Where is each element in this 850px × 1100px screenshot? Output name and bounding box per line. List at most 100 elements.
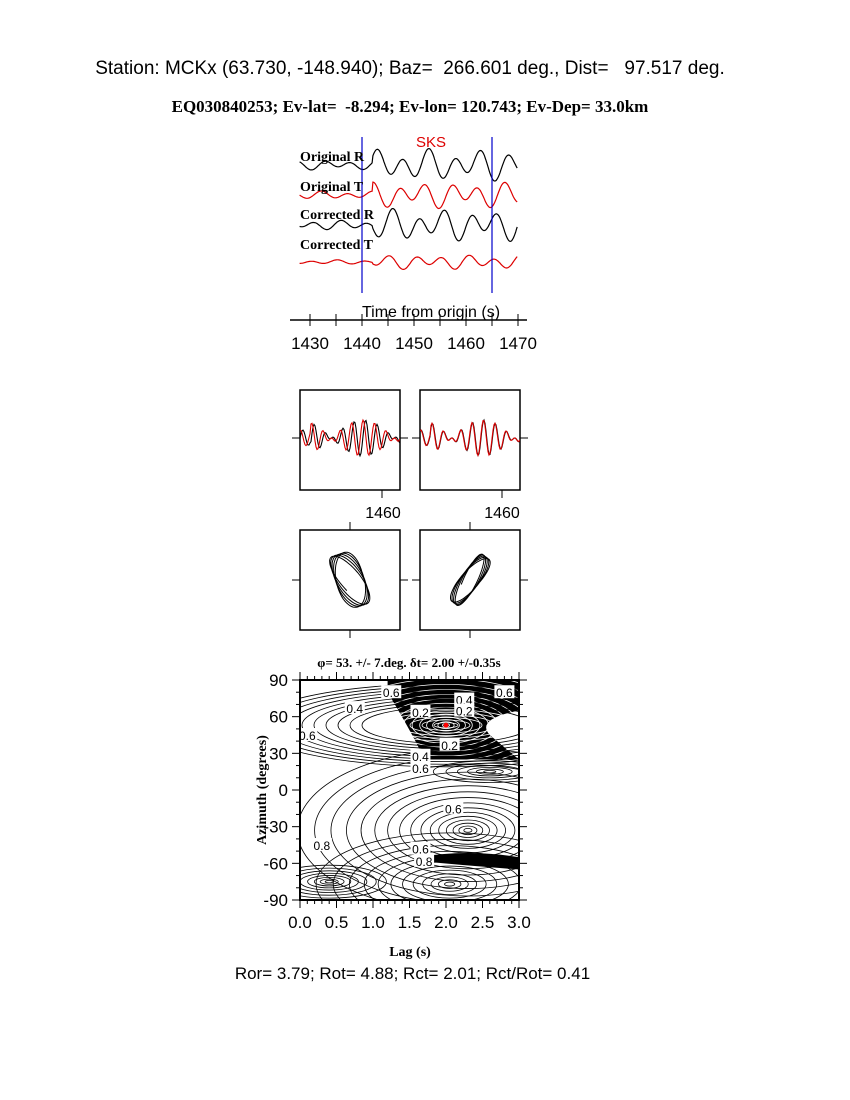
energy-contour-plot: 0.60.4 0.20.40.20.60.60.20.40.60.60.8 0.60… [263,671,531,932]
contour-label-bg [414,853,435,867]
panel-frame [299,529,401,631]
contour-line [409,717,483,734]
contour-line [475,768,504,775]
contour-line [324,880,334,884]
contour-label: 0.6 [412,843,429,857]
contour-line [346,771,519,889]
contour-label-bg [494,685,515,699]
x-tick-label: 1.0 [361,913,385,932]
contour-line [377,856,519,900]
contour-lines [300,680,519,900]
contour-line [300,807,519,830]
contour-line [483,770,497,774]
trace-corrected-t [299,254,518,271]
contour-label-bg [454,703,475,717]
trace-label-original-r: Original R [300,150,365,165]
splitting-panels [292,389,528,638]
contour-line [430,876,469,892]
contour-line [322,680,519,779]
contour-label-bg [443,801,464,815]
contour-xlabel: Lag (s) [389,945,431,960]
trace-label-corrected-r: Corrected R [300,208,375,223]
contour-line [437,721,455,730]
y-tick-label: 60 [269,708,288,727]
contour-label: 0.8 [314,839,331,853]
contour-label-bg [297,728,318,741]
x-tick-label: 2.5 [471,913,495,932]
time-tick-label: 1460 [447,334,485,353]
contour-label-bg [439,737,460,751]
trace-label-original-t: Original T [300,180,364,195]
station-info: Station: MCKx (63.730, -148.940); Baz= 2… [95,58,725,79]
contour-line [402,865,498,900]
contour-line [313,696,519,755]
contour-label: 0.4 [346,702,363,716]
contour-line [300,872,359,891]
contour-line [300,685,519,765]
contour-line [399,797,519,864]
contour-line [300,818,519,838]
contour-label: 0.6 [383,686,400,700]
contour-label: 0.6 [496,686,513,700]
y-tick-label: -30 [263,818,288,837]
contour-label-bg [344,701,365,715]
contour-line [426,716,466,734]
contour-label: 0.2 [441,739,458,753]
contour-label: 0.2 [456,705,473,719]
contour-line [314,756,519,900]
contour-line [319,878,339,885]
contour-line [300,683,519,768]
contour-line [300,867,377,896]
contour-label: 0.6 [445,802,462,816]
trace-original-t [299,181,518,210]
contour-line [374,785,519,876]
contour-line [313,876,345,887]
x-tick-label: 1.5 [398,913,422,932]
x-tick-label: 0.5 [325,913,349,932]
contour-line [363,850,519,900]
contour-line [307,875,352,889]
contour-ylabel: Azimuth (degrees) [255,735,270,845]
time-axis-label: Time from origin (s) [362,304,500,321]
trace-corrected-r [299,208,518,243]
time-tick-label: 1470 [499,334,537,353]
overlay-original-tick-label: 1460 [365,505,401,522]
radial-waveform [300,419,400,458]
contour-line [300,870,368,893]
contour-label: 0.8 [416,855,433,869]
panel-frame [299,389,401,491]
energy-ratios: Ror= 3.79; Rot= 4.88; Rct= 2.01; Rct/Rot… [234,964,591,983]
contour-line [438,815,498,845]
contour-line [421,719,471,731]
phase-label: SKS [416,134,446,151]
seismogram-panel [299,137,518,293]
x-tick-label: 0.0 [288,913,312,932]
y-tick-label: 30 [269,744,288,763]
contour-line [397,714,495,737]
contour-title: φ= 53. +/- 7.deg. δt= 2.00 +/-0.35s [317,655,501,670]
contour-line [467,766,513,777]
y-tick-label: 0 [279,781,288,800]
contour-line [307,680,519,785]
contour-line [433,722,459,729]
contour-line [452,822,484,838]
contour-line [360,778,519,882]
contour-line [432,719,460,732]
contour-line [300,864,387,899]
x-tick-label: 3.0 [507,913,531,932]
particle-motion-path [450,553,491,607]
contour-line [444,881,456,887]
contour-line [463,827,473,833]
contour-line [300,688,519,763]
contour-label-bg [381,685,402,699]
event-info: EQ030840253; Ev-lat= -8.294; Ev-lon= 120… [171,97,649,116]
time-tick-label: 1440 [343,334,381,353]
contour-line [390,861,509,900]
trace-original-r [299,147,518,182]
contour-line [387,791,519,870]
contour-label: 0.6 [299,729,316,743]
x-tick-label: 2.0 [434,913,458,932]
overlay-corrected-tick-label: 1460 [484,505,520,522]
y-tick-label: -60 [263,854,288,873]
trace-label-corrected-t: Corrected T [300,238,374,253]
